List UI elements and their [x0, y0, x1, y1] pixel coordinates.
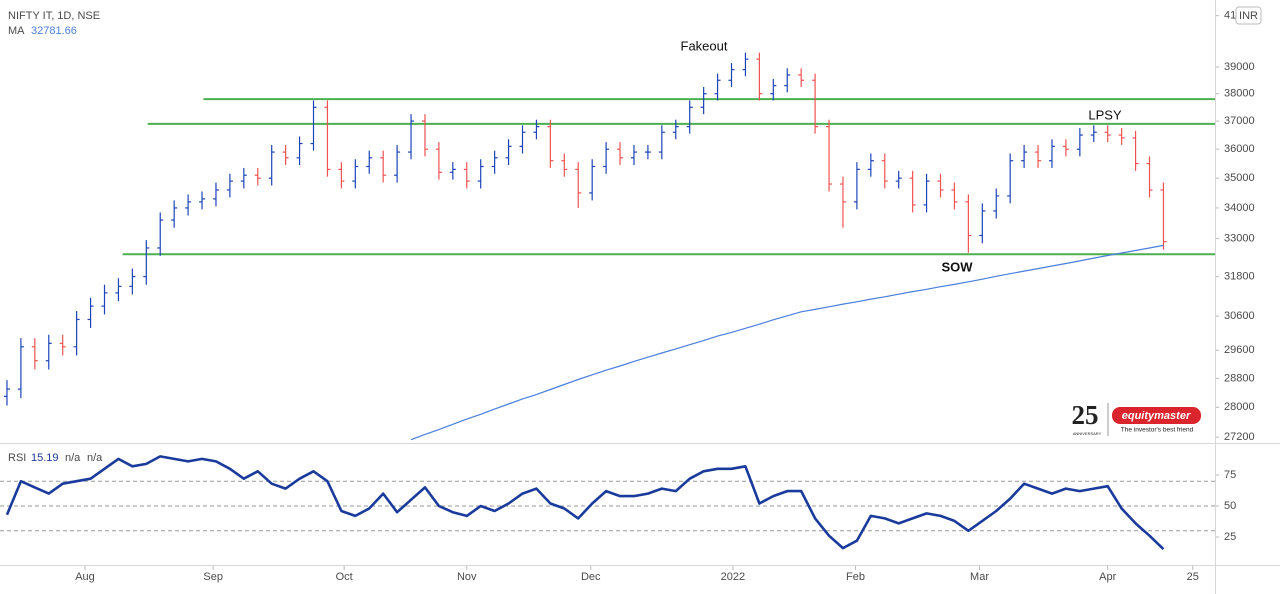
x-tick-label: Sep [203, 571, 223, 583]
y-tick-label: 39000 [1224, 61, 1255, 73]
logo-name: equitymaster [1122, 410, 1191, 422]
y-tick-label: 31800 [1224, 271, 1255, 283]
y-tick-label: 38000 [1224, 88, 1255, 100]
logo-pill [1112, 407, 1201, 424]
y-tick-label: 29600 [1224, 344, 1255, 356]
currency-badge [1235, 6, 1262, 25]
y-tick-label: 28000 [1224, 401, 1255, 413]
y-tick-label: 37000 [1224, 115, 1255, 127]
rsi-line [5, 455, 1165, 551]
logo-anniversary: ANNIVERSARY [1073, 431, 1102, 436]
x-tick-label: Oct [336, 571, 353, 583]
annotation: LPSY [1088, 107, 1122, 122]
logo-number: 25 [1072, 400, 1099, 430]
x-tick-label: Apr [1099, 571, 1116, 583]
annotation: SOW [941, 259, 973, 274]
y-tick-label: 27200 [1224, 431, 1255, 443]
x-tick-label: Mar [970, 571, 989, 583]
rsi-legend-name: RSI [8, 452, 26, 464]
x-tick-label: Aug [75, 571, 95, 583]
x-tick-label: Feb [846, 571, 865, 583]
currency-label: INR [1239, 10, 1258, 22]
ma-line [410, 244, 1164, 441]
ma-legend-value: 32781.66 [31, 25, 77, 37]
x-tick-label: Nov [457, 571, 477, 583]
rsi-legend-value: 15.19 [31, 452, 59, 464]
y-tick-label: 25 [1224, 531, 1236, 543]
y-tick-label: 34000 [1224, 202, 1255, 214]
annotation: Fakeout [681, 38, 728, 53]
y-tick-label: 36000 [1224, 143, 1255, 155]
rsi-legend-extra: n/a [65, 452, 81, 464]
logo-tagline: The investor's best friend [1121, 427, 1194, 434]
watermark: 25 ANNIVERSARY equitymaster The investor… [1072, 400, 1201, 436]
x-tick-label: Dec [581, 571, 601, 583]
y-tick-label: 30600 [1224, 310, 1255, 322]
y-tick-label: 33000 [1224, 232, 1255, 244]
y-tick-label: 35000 [1224, 172, 1255, 184]
ma-legend-name: MA [8, 25, 25, 37]
y-tick-label: 50 [1224, 500, 1236, 512]
chart-title: NIFTY IT, 1D, NSE [8, 10, 100, 22]
rsi-legend-extra: n/a [87, 452, 103, 464]
y-tick-label: 28800 [1224, 372, 1255, 384]
x-tick-label: 25 [1187, 571, 1199, 583]
y-tick-label: 75 [1224, 469, 1236, 481]
x-tick-label: 2022 [721, 571, 745, 583]
